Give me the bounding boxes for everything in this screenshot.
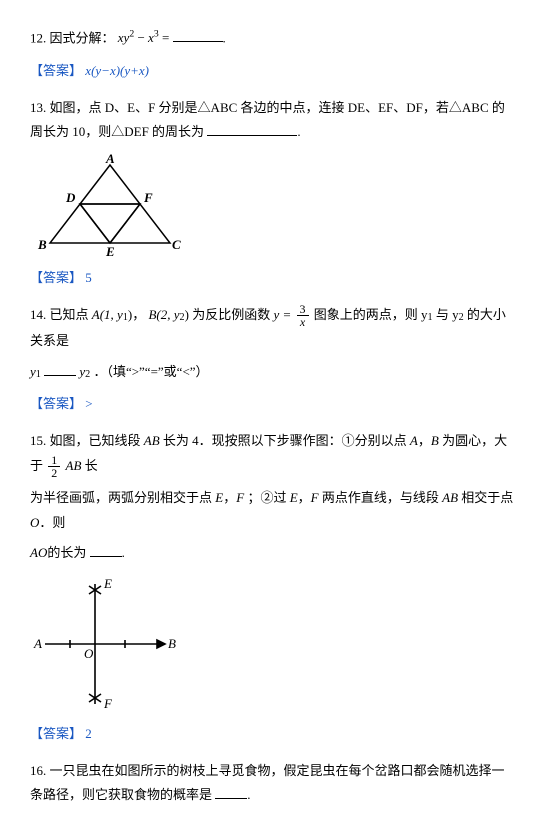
- q14-answer: 答案 >: [30, 392, 516, 417]
- q12-num: 12.: [30, 30, 46, 45]
- svg-text:B: B: [37, 237, 47, 252]
- q15-answer-val: 2: [85, 726, 92, 741]
- q15-diagram: E F A B O: [30, 574, 180, 714]
- q13: 13. 如图，点 D、E、F 分别是△ABC 各边的中点，连接 DE、EF、DF…: [30, 96, 516, 145]
- q15: 15. 如图，已知线段 AB 长为 4．现按照以下步骤作图：①分别以点 A，B …: [30, 429, 516, 480]
- q12-text: 因式分解：: [50, 30, 115, 45]
- svg-text:C: C: [172, 237, 181, 252]
- q13-answer: 答案 5: [30, 266, 516, 291]
- answer-label: 答案: [30, 726, 82, 741]
- q12-answer-val: x(y−x)(y+x): [85, 63, 149, 78]
- svg-text:E: E: [103, 576, 112, 591]
- fraction-3-over-x: 3x: [297, 303, 309, 329]
- q14-num: 14.: [30, 307, 46, 322]
- q14-line2: y1 y2 ．（填“>”“=”或“<”）: [30, 360, 516, 385]
- q16-num: 16.: [30, 763, 46, 778]
- q14-blank: [44, 362, 76, 376]
- svg-text:A: A: [105, 153, 115, 166]
- q14: 14. 已知点 A(1, y1)， B(2, y2) 为反比例函数 y = 3x…: [30, 303, 516, 354]
- svg-text:A: A: [33, 636, 42, 651]
- q12-answer: 答案 x(y−x)(y+x): [30, 59, 516, 84]
- q12-expr: xy2 − x3 =: [118, 30, 173, 45]
- q16-text: 一只昆虫在如图所示的树枝上寻觅食物，假定昆虫在每个岔路口都会随机选择一条路径，则…: [30, 763, 505, 803]
- fraction-half: 12: [48, 454, 60, 480]
- q13-answer-val: 5: [85, 270, 92, 285]
- q15-num: 15.: [30, 433, 46, 448]
- answer-label: 答案: [30, 270, 82, 285]
- q12: 12. 因式分解： xy2 − x3 = .: [30, 26, 516, 51]
- q15-line2: 为半径画弧，两弧分别相交于点 E，F ；②过 E，F 两点作直线，与线段 AB …: [30, 486, 516, 535]
- q14-answer-val: >: [85, 396, 92, 411]
- answer-label: 答案: [30, 396, 82, 411]
- svg-text:B: B: [168, 636, 176, 651]
- svg-text:E: E: [105, 244, 115, 258]
- q15-blank: [90, 543, 122, 557]
- svg-text:D: D: [65, 190, 76, 205]
- q16-blank: [215, 785, 247, 799]
- q15-answer: 答案 2: [30, 722, 516, 747]
- svg-text:F: F: [143, 190, 153, 205]
- q13-num: 13.: [30, 100, 46, 115]
- q13-blank: [207, 122, 297, 136]
- q16: 16. 一只昆虫在如图所示的树枝上寻觅食物，假定昆虫在每个岔路口都会随机选择一条…: [30, 759, 516, 808]
- svg-text:O: O: [84, 646, 94, 661]
- answer-label: 答案: [30, 63, 82, 78]
- svg-text:F: F: [103, 696, 113, 711]
- q12-blank: [173, 28, 223, 42]
- q15-line3: AO的长为 .: [30, 541, 516, 566]
- q13-diagram: A B C D F E: [30, 153, 190, 258]
